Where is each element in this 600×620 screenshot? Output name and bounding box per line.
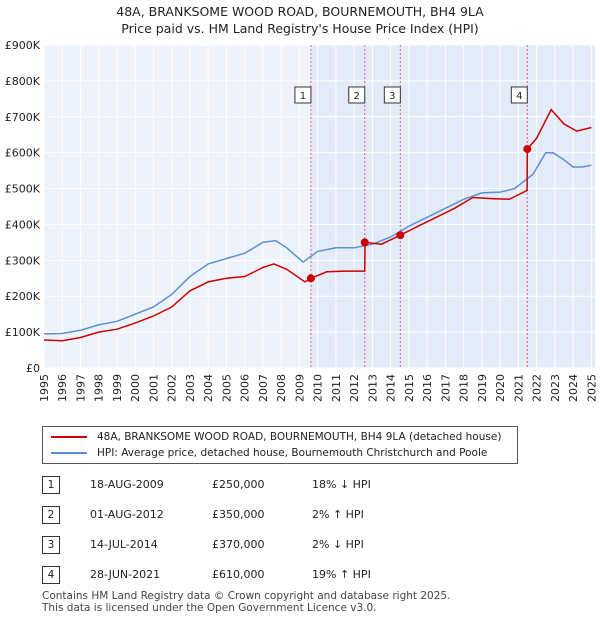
sale-label-box	[510, 86, 528, 104]
sale-price: £370,000	[212, 538, 265, 551]
x-tick-label: 2019	[476, 374, 489, 402]
sale-date: 28-JUN-2021	[90, 568, 161, 581]
legend: 48A, BRANKSOME WOOD ROAD, BOURNEMOUTH, B…	[42, 426, 518, 464]
sale-number: 4	[42, 566, 60, 584]
sale-hpi: 18% ↓ HPI	[312, 478, 371, 491]
sale-date: 18-AUG-2009	[90, 478, 164, 491]
x-tick-label: 2014	[385, 374, 398, 402]
sale-price: £610,000	[212, 568, 265, 581]
x-tick-label: 2007	[257, 374, 270, 402]
y-tick-label: £400K	[5, 218, 41, 231]
y-tick-label: £300K	[5, 254, 41, 267]
sale-row: 1 18-AUG-2009 £250,000 18% ↓ HPI	[42, 476, 582, 494]
sale-label-box	[348, 86, 366, 104]
sale-label-box	[294, 86, 312, 104]
x-tick-label: 2005	[220, 374, 233, 402]
y-tick-label: £100K	[5, 326, 41, 339]
x-tick-label: 2001	[147, 374, 160, 402]
x-tick-label: 1996	[56, 374, 69, 402]
legend-swatch-property	[51, 436, 87, 438]
x-tick-label: 2009	[293, 374, 306, 402]
x-tick-label: 2010	[312, 374, 325, 402]
property-price-line	[43, 108, 592, 342]
sale-label-text: 4	[516, 91, 522, 102]
legend-label-property: 48A, BRANKSOME WOOD ROAD, BOURNEMOUTH, B…	[97, 431, 502, 443]
sale-row: 3 14-JUL-2014 £370,000 2% ↓ HPI	[42, 536, 582, 554]
sale-date: 14-JUL-2014	[90, 538, 158, 551]
sale-label-text: 1	[300, 91, 306, 102]
sale-price: £350,000	[212, 508, 265, 521]
x-tick-label: 2015	[403, 374, 416, 402]
chart-subtitle: Price paid vs. HM Land Registry's House …	[121, 21, 479, 36]
x-tick-label: 2025	[585, 374, 598, 402]
sale-price: £250,000	[212, 478, 265, 491]
x-tick-label: 1999	[111, 374, 124, 402]
x-tick-label: 2021	[512, 374, 525, 402]
x-tick-label: 2020	[494, 374, 507, 402]
x-tick-label: 2018	[458, 374, 471, 402]
footer-copyright: Contains HM Land Registry data © Crown c…	[42, 590, 451, 602]
x-tick-label: 1997	[74, 374, 87, 402]
x-tick-label: 2004	[202, 374, 215, 402]
sale-number: 3	[42, 536, 60, 554]
y-tick-label: £700K	[5, 111, 41, 124]
x-tick-label: 1998	[93, 374, 106, 402]
legend-label-hpi: HPI: Average price, detached house, Bour…	[97, 447, 488, 459]
y-tick-label: £500K	[5, 183, 41, 196]
sale-point	[396, 231, 405, 240]
sale-number: 1	[42, 476, 60, 494]
x-tick-label: 2022	[531, 374, 544, 402]
x-tick-label: 1995	[38, 374, 51, 402]
x-tick-label: 2003	[184, 374, 197, 402]
x-tick-label: 2002	[166, 374, 179, 402]
x-tick-label: 2017	[439, 374, 452, 402]
legend-item-property: 48A, BRANKSOME WOOD ROAD, BOURNEMOUTH, B…	[51, 429, 501, 445]
footer-licence: This data is licensed under the Open Gov…	[42, 602, 377, 614]
sale-label-text: 2	[354, 91, 360, 102]
sale-row: 2 01-AUG-2012 £350,000 2% ↑ HPI	[42, 506, 582, 524]
sale-hpi: 2% ↓ HPI	[312, 538, 364, 551]
sale-point	[523, 145, 532, 154]
sale-label-box	[383, 86, 401, 104]
legend-swatch-hpi	[51, 452, 87, 454]
x-tick-label: 2000	[129, 374, 142, 402]
sale-point	[306, 274, 315, 283]
x-tick-label: 2013	[366, 374, 379, 402]
sale-point	[360, 238, 369, 247]
y-tick-label: £0	[26, 362, 40, 375]
y-tick-label: £900K	[5, 39, 41, 52]
x-tick-label: 2011	[330, 374, 343, 402]
sale-hpi: 19% ↑ HPI	[312, 568, 371, 581]
sale-hpi: 2% ↑ HPI	[312, 508, 364, 521]
y-tick-label: £600K	[5, 147, 41, 160]
x-tick-label: 2012	[348, 374, 361, 402]
shaded-region	[527, 45, 595, 368]
footer: Contains HM Land Registry data © Crown c…	[42, 590, 450, 614]
legend-item-hpi: HPI: Average price, detached house, Bour…	[51, 445, 487, 461]
x-tick-label: 2016	[421, 374, 434, 402]
sale-label-text: 3	[389, 91, 395, 102]
sale-row: 4 28-JUN-2021 £610,000 19% ↑ HPI	[42, 566, 582, 584]
y-tick-label: £200K	[5, 290, 41, 303]
y-tick-label: £800K	[5, 75, 41, 88]
x-tick-label: 2006	[239, 374, 252, 402]
x-tick-label: 2008	[275, 374, 288, 402]
sale-number: 2	[42, 506, 60, 524]
sale-date: 01-AUG-2012	[90, 508, 164, 521]
x-tick-label: 2023	[549, 374, 562, 402]
price-chart: £0 £100K £200K £300K £400K £500K £600K £700K £80…	[5, 39, 599, 402]
chart-title: 48A, BRANKSOME WOOD ROAD, BOURNEMOUTH, B…	[116, 4, 484, 19]
x-tick-label: 2024	[567, 374, 580, 402]
hpi-line	[43, 151, 592, 335]
